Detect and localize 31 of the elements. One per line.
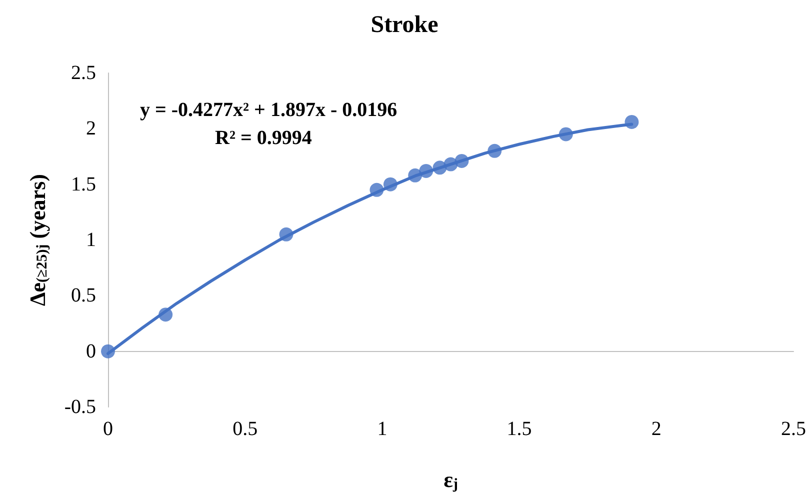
x-tick-label: 2 xyxy=(651,418,662,440)
y-tick-label: 2.5 xyxy=(71,62,96,84)
x-tick-label: 1 xyxy=(377,418,388,440)
y-axis-title: Δe(≥25)j (years) xyxy=(25,174,50,306)
y-tick-label: 1.5 xyxy=(71,173,96,196)
point xyxy=(279,227,294,242)
annotation: y = -0.4277x² + 1.897x - 0.0196 xyxy=(140,99,398,121)
x-tick-label: 2.5 xyxy=(781,418,806,440)
y-tick-label: 0.5 xyxy=(71,284,96,307)
point xyxy=(558,127,573,142)
point xyxy=(419,164,434,178)
y-tick-label: 1 xyxy=(86,229,96,251)
x-tick-label: 0.5 xyxy=(232,418,258,440)
x-axis-title: εj xyxy=(444,467,458,492)
y-tick-label: -0.5 xyxy=(64,396,96,418)
point xyxy=(383,177,398,192)
y-tick-label: 2 xyxy=(86,118,96,140)
y-tick-label: 0 xyxy=(86,340,96,362)
point xyxy=(488,144,502,158)
point xyxy=(408,168,422,182)
x-tick-label: 1.5 xyxy=(506,418,532,440)
point xyxy=(454,154,469,168)
annotation: R² = 0.9994 xyxy=(215,127,312,149)
point xyxy=(444,157,458,172)
chart-title: Stroke xyxy=(370,12,439,38)
point xyxy=(101,344,115,358)
point xyxy=(370,182,384,197)
point xyxy=(624,114,639,129)
x-tick-label: 0 xyxy=(103,418,113,440)
point xyxy=(432,160,447,175)
point xyxy=(158,308,173,322)
